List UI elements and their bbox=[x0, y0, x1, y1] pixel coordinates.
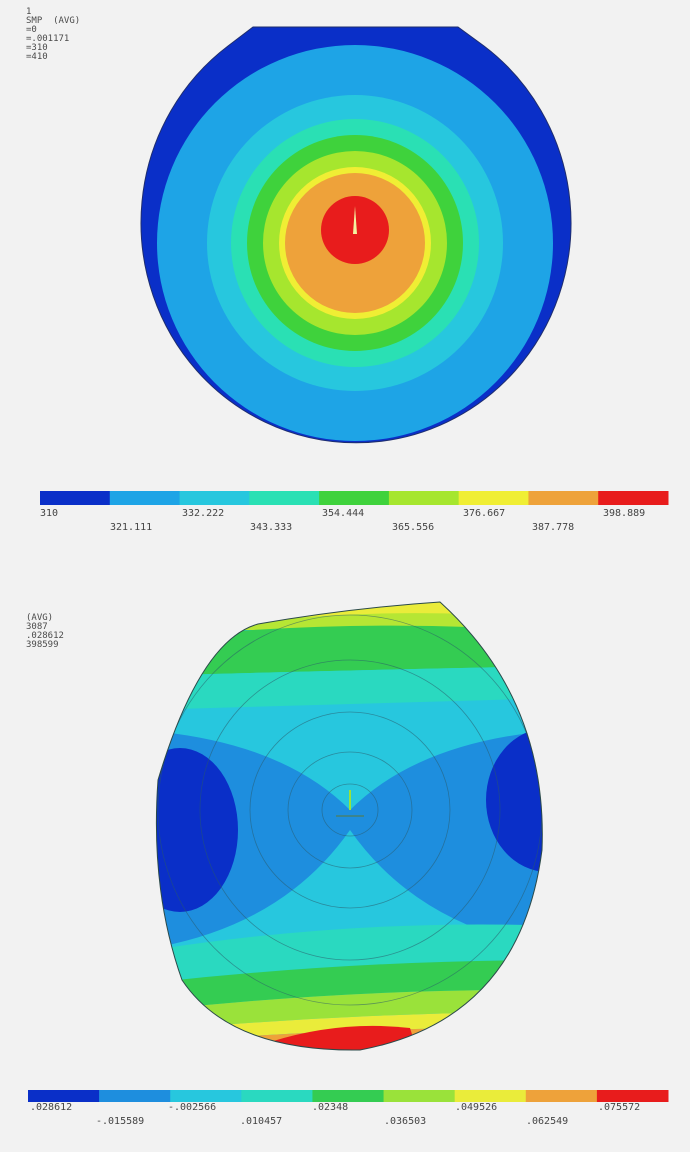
contour-band bbox=[156, 666, 543, 710]
colorbar-cell bbox=[249, 491, 320, 505]
plot-info-legend: (AVG) 3087 .028612 398599 bbox=[26, 614, 64, 650]
model-outline bbox=[155, 601, 543, 1051]
colorbar-label: .02348 bbox=[312, 1102, 349, 1113]
colorbar-cell bbox=[458, 491, 529, 505]
coordinate-marker bbox=[353, 206, 357, 234]
colorbar-label: 343.333 bbox=[250, 522, 293, 533]
model-outline bbox=[140, 26, 572, 444]
info-line: 3087 bbox=[26, 622, 48, 632]
coordinate-triad bbox=[336, 790, 364, 817]
colorbar-label: 398.889 bbox=[603, 508, 646, 519]
info-line: =310 bbox=[26, 43, 48, 53]
thermal-contour-plot: 1 SMP (AVG) =0 =.001171 =310 =410 310 bbox=[0, 0, 690, 560]
colorbar-label: 310 bbox=[40, 508, 59, 519]
info-line: =410 bbox=[26, 52, 48, 62]
colorbar-label: 321.111 bbox=[110, 522, 153, 533]
contour-band bbox=[156, 924, 543, 984]
colorbar-label: .036503 bbox=[384, 1116, 427, 1127]
colorbar-cell bbox=[596, 1090, 669, 1102]
colorbar-label: 376.667 bbox=[463, 508, 506, 519]
bottom-colorbar bbox=[28, 1090, 669, 1102]
colorbar-cell bbox=[528, 491, 599, 505]
colorbar-cell bbox=[454, 1090, 527, 1102]
info-line: (AVG) bbox=[26, 613, 54, 623]
displacement-contour-plot: (AVG) 3087 .028612 398599 bbox=[0, 580, 690, 1152]
info-line: =0 bbox=[26, 25, 37, 35]
colorbar-cell bbox=[319, 491, 390, 505]
contour-band-min bbox=[156, 748, 238, 912]
colorbar-cell bbox=[179, 491, 250, 505]
plot-info-legend: 1 SMP (AVG) =0 =.001171 =310 =410 bbox=[26, 8, 80, 62]
colorbar-cell bbox=[388, 491, 460, 505]
colorbar-label: -.015589 bbox=[96, 1116, 145, 1127]
colorbar-label: 354.444 bbox=[322, 508, 365, 519]
colorbar-label: -.002566 bbox=[168, 1102, 217, 1113]
colorbar-cell bbox=[525, 1090, 598, 1102]
bottom-contour-svg bbox=[155, 601, 543, 1051]
colorbar-cells bbox=[28, 1090, 669, 1102]
contour-band bbox=[156, 730, 543, 950]
info-line: .028612 bbox=[26, 631, 64, 641]
colorbar-cell bbox=[28, 1090, 100, 1102]
colorbar-label: .028612 bbox=[30, 1102, 73, 1113]
colorbar-cell bbox=[383, 1090, 456, 1102]
colorbar-label: .049526 bbox=[455, 1102, 498, 1113]
top-contour-svg bbox=[140, 26, 572, 444]
info-line: SMP (AVG) bbox=[26, 16, 81, 26]
top-colorbar bbox=[40, 491, 669, 505]
colorbar-cell bbox=[598, 491, 669, 505]
colorbar-cell bbox=[109, 491, 181, 505]
colorbar-label: .010457 bbox=[240, 1116, 283, 1127]
colorbar-label: .075572 bbox=[598, 1102, 641, 1113]
contour-band-max bbox=[260, 1025, 420, 1051]
colorbar-cell bbox=[312, 1090, 385, 1102]
colorbar-label: .062549 bbox=[526, 1116, 569, 1127]
info-line: 1 bbox=[26, 7, 32, 17]
info-line: 398599 bbox=[26, 640, 59, 650]
colorbar-cells bbox=[40, 491, 669, 505]
contour-band bbox=[156, 989, 543, 1032]
colorbar-cell bbox=[99, 1090, 171, 1102]
colorbar-cell bbox=[170, 1090, 242, 1102]
colorbar-cell bbox=[241, 1090, 313, 1102]
colorbar-label: 387.778 bbox=[532, 522, 575, 533]
contour-band bbox=[156, 625, 543, 676]
colorbar-label: 332.222 bbox=[182, 508, 225, 519]
info-line: =.001171 bbox=[26, 34, 70, 44]
contour-band-min bbox=[486, 728, 543, 872]
contour-band bbox=[156, 602, 543, 638]
colorbar-cell bbox=[40, 491, 111, 505]
colorbar-label: 365.556 bbox=[392, 522, 435, 533]
